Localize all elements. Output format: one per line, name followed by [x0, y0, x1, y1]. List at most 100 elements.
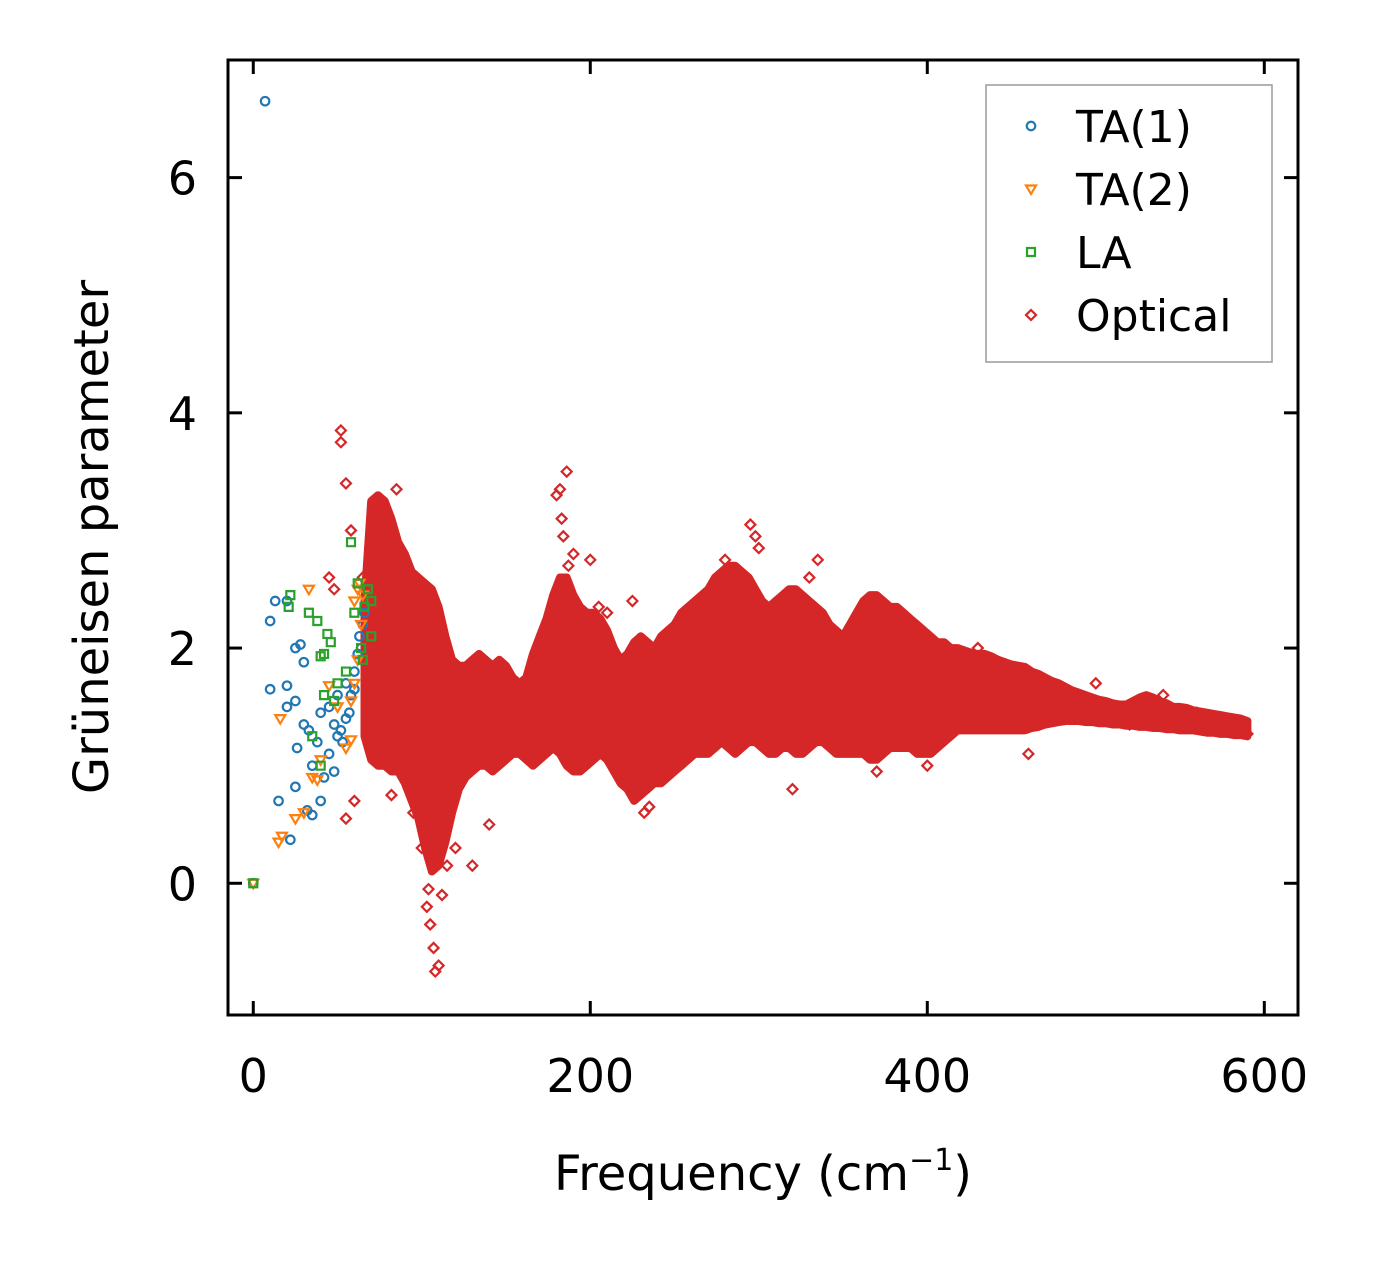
data-point	[423, 917, 437, 931]
data-point	[271, 837, 286, 850]
x-axis-label: Frequency (cm−1)	[554, 1143, 972, 1202]
data-point	[344, 735, 358, 747]
data-point	[281, 680, 293, 692]
data-point	[315, 795, 327, 807]
data-point	[1156, 688, 1170, 702]
x-tick-label: 200	[546, 1049, 634, 1103]
data-point	[356, 642, 367, 654]
data-point	[870, 764, 884, 779]
data-point	[318, 772, 330, 783]
y-tick-label: 6	[168, 152, 197, 206]
data-point	[334, 435, 348, 449]
data-point	[344, 523, 358, 537]
data-point	[273, 795, 284, 807]
data-point	[334, 423, 348, 438]
data-point	[625, 594, 639, 608]
data-point	[566, 547, 580, 561]
data-point	[1122, 717, 1137, 732]
data-point	[583, 553, 597, 567]
data-point	[349, 607, 360, 618]
data-point	[811, 553, 825, 567]
series-la	[248, 537, 377, 889]
data-point	[259, 95, 271, 107]
data-point	[315, 651, 326, 662]
legend-marker	[1024, 184, 1038, 197]
data-point	[389, 482, 404, 496]
y-tick-label: 2	[168, 622, 197, 676]
optical-dense-region	[360, 491, 1252, 876]
data-point	[384, 788, 399, 802]
data-point	[328, 719, 340, 730]
legend-marker	[1024, 308, 1038, 322]
data-point	[339, 812, 353, 826]
series-ta-1-	[247, 95, 370, 889]
data-point	[435, 888, 449, 902]
y-tick-label: 0	[168, 857, 197, 911]
data-point	[264, 683, 276, 695]
data-point	[283, 601, 294, 612]
data-point	[325, 637, 336, 648]
data-point	[344, 696, 358, 709]
data-point	[290, 781, 301, 793]
data-point	[305, 772, 320, 785]
data-point	[359, 601, 370, 612]
data-point	[273, 714, 288, 726]
data-point	[315, 760, 326, 771]
data-point	[556, 529, 570, 543]
data-point	[298, 656, 310, 668]
data-point	[274, 831, 289, 844]
data-point	[642, 800, 656, 814]
data-point	[313, 755, 328, 767]
data-point	[248, 878, 259, 889]
data-point	[448, 841, 463, 855]
data-point	[322, 681, 337, 693]
data-point	[1240, 727, 1255, 741]
data-point	[1089, 676, 1103, 690]
x-tick-label: 600	[1220, 1049, 1308, 1103]
data-point	[312, 615, 323, 627]
data-point	[359, 607, 370, 619]
data-point	[920, 759, 934, 773]
data-point	[301, 584, 316, 597]
data-point	[295, 639, 306, 650]
data-point	[718, 553, 732, 567]
data-point	[307, 731, 318, 742]
x-tick-label: 400	[883, 1049, 971, 1103]
data-point	[347, 794, 361, 808]
data-point	[349, 683, 360, 695]
data-point	[288, 813, 303, 826]
data-point	[339, 743, 353, 756]
data-point	[440, 859, 454, 873]
series-optical	[322, 423, 1255, 979]
data-point	[310, 775, 325, 787]
data-point	[802, 570, 816, 585]
data-point	[421, 882, 436, 896]
data-point	[748, 529, 762, 543]
data-point	[482, 817, 496, 832]
data-point	[352, 578, 363, 589]
data-point	[318, 648, 330, 660]
data-point	[592, 600, 606, 614]
data-point	[555, 512, 569, 526]
data-point	[465, 859, 479, 873]
data-points-layer	[246, 95, 1255, 979]
data-point	[561, 559, 575, 573]
data-point	[340, 666, 352, 677]
data-point	[1190, 706, 1204, 720]
legend-label-optical: Optical	[1076, 291, 1231, 342]
data-point	[1224, 723, 1238, 737]
data-point	[354, 619, 369, 632]
data-point	[343, 707, 355, 719]
legend-marker	[1025, 246, 1037, 258]
data-point	[322, 570, 336, 585]
data-point	[318, 689, 330, 701]
x-tick-label: 0	[239, 1049, 268, 1103]
data-point	[420, 900, 434, 914]
data-point	[323, 748, 335, 760]
data-point	[347, 678, 362, 691]
axis-ticks-layer: 0 200 400 600 0 2 4 6	[168, 60, 1308, 1103]
data-point	[362, 584, 373, 595]
data-point	[600, 606, 614, 620]
data-point	[285, 590, 296, 601]
